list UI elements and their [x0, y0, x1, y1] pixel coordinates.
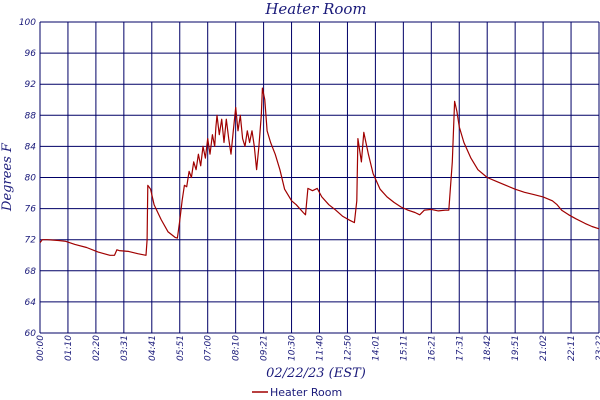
x-tick-label: 04:41	[148, 335, 158, 361]
y-tick-label: 64	[25, 298, 37, 308]
x-tick-label: 22:11	[567, 335, 577, 361]
legend: Heater Room	[252, 386, 342, 399]
grid	[39, 21, 600, 334]
x-tick-label: 00:00	[36, 335, 46, 361]
y-tick-label: 96	[25, 49, 37, 59]
x-axis-label: 02/22/23 (EST)	[266, 366, 366, 381]
x-tick-label: 08:10	[232, 335, 242, 361]
x-tick-label: 18:42	[483, 335, 493, 361]
x-tick-label: 23:22	[595, 335, 600, 361]
y-tick-label: 80	[25, 174, 37, 184]
chart-title: Heater Room	[264, 0, 366, 18]
y-tick-label: 72	[25, 236, 37, 246]
x-tick-label: 12:50	[343, 335, 353, 361]
x-tick-label: 02:20	[92, 335, 102, 361]
x-tick-label: 16:21	[427, 335, 437, 361]
x-tick-label: 07:00	[204, 335, 214, 361]
x-tick-label: 14:01	[371, 335, 381, 361]
y-tick-label: 68	[25, 267, 37, 277]
y-tick-label: 88	[25, 111, 37, 121]
x-tick-label: 09:21	[260, 335, 270, 361]
y-tick-label: 92	[25, 80, 37, 90]
x-tick-label: 01:10	[64, 335, 74, 361]
x-tick-label: 15:11	[399, 335, 409, 361]
y-tick-label: 60	[25, 329, 37, 339]
x-tick-label: 21:02	[539, 335, 549, 361]
x-tick-label: 11:40	[316, 335, 326, 361]
series-line-heater-room	[39, 87, 600, 256]
y-tick-label: 76	[25, 205, 37, 215]
x-tick-label: 10:30	[288, 335, 298, 361]
x-tick-labels: 00:00 01:10 02:20 03:31 04:41 05:51 07:00 08:10…	[36, 335, 600, 361]
legend-label: Heater Room	[270, 386, 342, 399]
x-tick-label: 05:51	[176, 335, 186, 361]
y-axis-label: Degrees F	[0, 142, 15, 212]
series-layer	[39, 87, 600, 256]
x-tick-label: 17:31	[455, 335, 465, 361]
y-tick-label: 100	[19, 18, 36, 28]
y-tick-label: 84	[25, 142, 37, 152]
x-tick-label: 03:31	[120, 335, 130, 361]
y-tick-labels: 60 64 68 72 76 80 84 88 92 96 100	[19, 18, 36, 339]
x-tick-label: 19:51	[511, 335, 521, 361]
